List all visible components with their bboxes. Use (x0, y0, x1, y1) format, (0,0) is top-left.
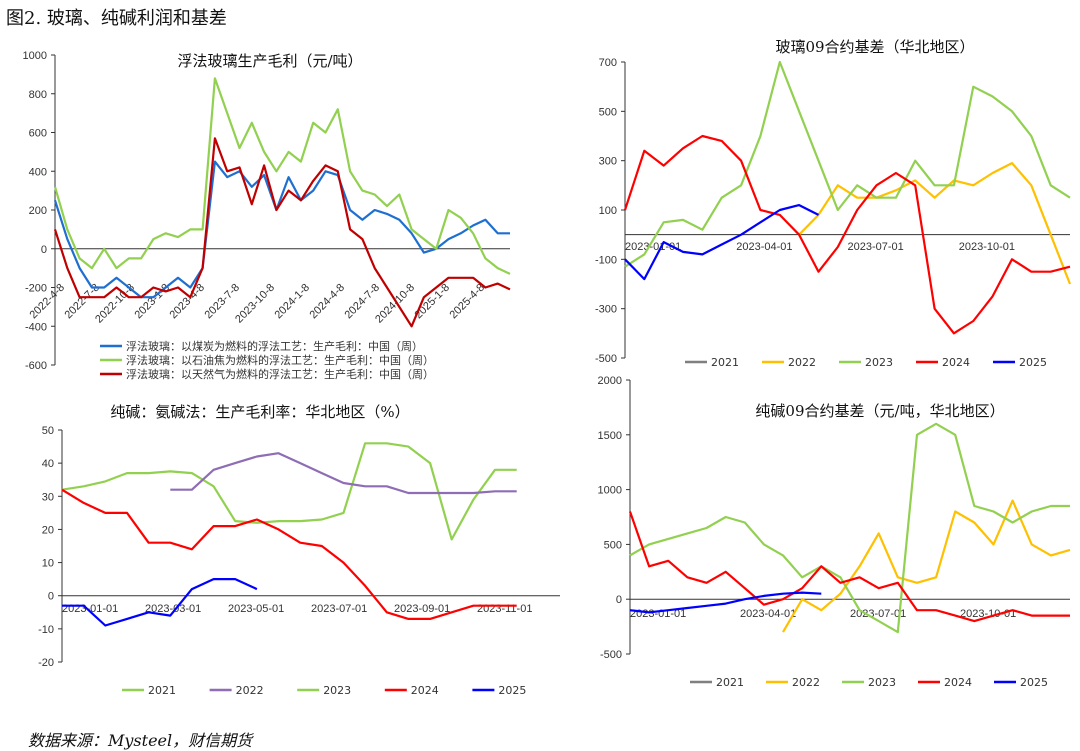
glass_profit-y-tick-label: 400 (29, 166, 47, 178)
soda_basis-series-2023 (629, 422, 1070, 634)
glass_profit-x-tick-label: 2025-1-8 (412, 282, 452, 322)
figure-title: 图2. 玻璃、纯碱利润和基差 (6, 8, 227, 29)
soda_basis-y-tick-label: 0 (616, 594, 622, 606)
glass_basis-title: 玻璃09合约基差（华北地区） (775, 38, 974, 56)
soda_margin-legend-label: 2023 (323, 684, 351, 697)
soda_margin-y-tick-label: 0 (48, 591, 54, 603)
glass_profit-x-tick-label: 2024-4-8 (307, 282, 347, 322)
glass_profit-x-tick-label: 2023-4-8 (167, 282, 207, 322)
glass_profit-series-浮法玻璃：以石油焦为燃料的浮法工艺：生产毛利：中国（周） (53, 77, 511, 275)
soda_margin-x-tick-label: 2023-03-01 (145, 603, 201, 615)
glass_basis-y-tick-label: -100 (595, 254, 617, 266)
glass_basis-y-tick-label: -300 (595, 304, 617, 316)
soda_margin-title: 纯碱：氨碱法：生产毛利率：华北地区（%） (110, 403, 409, 421)
glass_profit-y-tick-label: 800 (29, 89, 47, 101)
soda_basis-y-tick-label: 1500 (598, 430, 622, 442)
soda_basis-y-tick-label: 1000 (598, 485, 622, 497)
soda_basis-y-tick-label: 500 (604, 539, 622, 551)
glass_basis-legend-label: 2025 (1019, 356, 1047, 369)
soda_basis-legend-label: 2021 (716, 676, 744, 689)
soda_margin-x-tick-label: 2023-05-01 (228, 603, 284, 615)
soda_margin-legend-label: 2024 (411, 684, 439, 697)
soda_margin-y-tick-label: 30 (42, 491, 54, 503)
soda_basis-legend-label: 2025 (1020, 676, 1048, 689)
glass_profit-legend-label: 浮法玻璃：以石油焦为燃料的浮法工艺：生产毛利：中国（周） (126, 353, 434, 367)
glass_profit-legend-label: 浮法玻璃：以天然气为燃料的浮法工艺：生产毛利：中国（周） (126, 367, 434, 381)
soda_basis-legend-label: 2022 (792, 676, 820, 689)
soda_margin-y-tick-label: 20 (42, 524, 54, 536)
glass_basis-series-2023 (624, 60, 1071, 268)
glass_basis-legend-label: 2021 (711, 356, 739, 369)
soda_margin-y-tick-label: 10 (42, 558, 54, 570)
soda_margin-x-tick-label: 2023-07-01 (311, 603, 367, 615)
glass_basis-legend-label: 2024 (942, 356, 970, 369)
glass_basis-x-tick-label: 2023-07-01 (848, 241, 904, 253)
glass_basis-series-2025 (624, 204, 819, 281)
glass_profit-y-tick-label: 0 (41, 244, 47, 256)
soda_margin-legend-label: 2025 (498, 684, 526, 697)
soda_basis-y-tick-label: -500 (600, 649, 622, 661)
glass_basis-y-tick-label: 500 (599, 106, 617, 118)
glass_basis-x-tick-label: 2023-10-01 (959, 241, 1015, 253)
soda_basis-series-2025 (629, 591, 822, 614)
soda_margin-y-tick-label: 50 (42, 425, 54, 437)
soda_basis-title: 纯碱09合约基差（元/吨，华北地区） (755, 402, 1004, 420)
glass_profit-title: 浮法玻璃生产毛利（元/吨） (177, 52, 362, 70)
soda_margin-y-tick-label: -20 (38, 657, 54, 669)
glass_profit-y-tick-label: 200 (29, 205, 47, 217)
glass_profit-y-tick-label: -200 (25, 283, 47, 295)
glass_basis-y-tick-label: 300 (599, 156, 617, 168)
glass_profit-y-tick-label: -400 (25, 321, 47, 333)
soda_basis-legend-label: 2024 (944, 676, 972, 689)
soda_margin-y-tick-label: 40 (42, 458, 54, 470)
glass_basis-legend-label: 2023 (865, 356, 893, 369)
glass_profit-series-浮法玻璃：以天然气为燃料的浮法工艺：生产毛利：中国（周） (53, 137, 511, 328)
soda_margin-y-tick-label: -10 (38, 624, 54, 636)
soda_basis-legend-label: 2023 (868, 676, 896, 689)
glass_basis-y-tick-label: -500 (595, 353, 617, 365)
glass_basis-y-tick-label: 100 (599, 205, 617, 217)
soda_margin-x-tick-label: 2023-09-01 (394, 603, 450, 615)
soda_basis-x-tick-label: 2023-10-01 (960, 608, 1016, 620)
glass_profit-y-tick-label: -600 (25, 360, 47, 372)
soda_basis-series-2024 (628, 511, 1070, 623)
soda_margin-series-2022 (170, 452, 517, 495)
glass_profit-legend-label: 浮法玻璃：以煤炭为燃料的浮法工艺：生产毛利：中国（周） (126, 339, 423, 353)
glass_basis-legend-label: 2022 (788, 356, 816, 369)
soda_basis-x-tick-label: 2023-04-01 (740, 608, 796, 620)
glass_basis-series-2024 (623, 134, 1071, 335)
glass_profit-x-tick-label: 2024-1-8 (272, 282, 312, 322)
soda_margin-legend-label: 2022 (236, 684, 264, 697)
glass_basis-y-tick-label: 700 (599, 57, 617, 69)
source-note: 数据来源：Mysteel，财信期货 (28, 731, 253, 750)
glass_profit-y-tick-label: 1000 (23, 50, 47, 62)
soda_basis-y-tick-label: 2000 (598, 375, 622, 387)
glass_profit-series-浮法玻璃：以煤炭为燃料的浮法工艺：生产毛利：中国（周） (53, 160, 510, 299)
glass_basis-series-2022 (798, 162, 1072, 285)
soda_basis-series-2022 (782, 499, 1071, 633)
soda_margin-legend-label: 2021 (148, 684, 176, 697)
glass_profit-y-tick-label: 600 (29, 128, 47, 140)
soda_margin-series-2025 (62, 578, 258, 627)
soda_margin-series-2021 (61, 442, 517, 541)
soda_margin-series-2024 (61, 488, 517, 620)
soda_basis-x-tick-label: 2023-07-01 (850, 608, 906, 620)
glass_profit-x-tick-label: 2025-4-8 (447, 282, 487, 322)
glass_basis-x-tick-label: 2023-04-01 (736, 241, 792, 253)
